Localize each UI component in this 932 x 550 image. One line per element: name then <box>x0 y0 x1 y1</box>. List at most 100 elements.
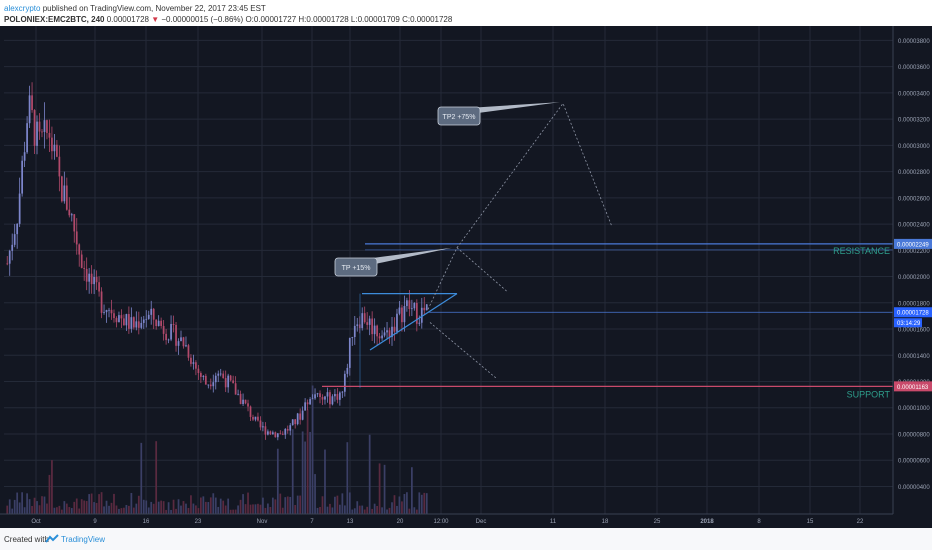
volume-bar <box>222 500 225 514</box>
volume-bar <box>93 502 95 514</box>
candle-body <box>289 425 292 431</box>
price-axis[interactable]: 0.00003800 0.00003600 0.00003400 0.00003200… <box>892 26 932 528</box>
candle-body <box>324 396 326 400</box>
volume-bar <box>358 505 361 514</box>
volume-bar <box>378 463 381 514</box>
volume-bar <box>406 492 408 514</box>
time-tick-label: 9 <box>93 519 97 525</box>
candle-body <box>269 431 272 435</box>
volume-bar <box>259 504 262 514</box>
candle-body <box>388 330 391 337</box>
volume-bar <box>418 492 421 514</box>
volume-bar <box>33 497 36 514</box>
candle-body <box>391 326 393 337</box>
resistance-price-label: 0.00002249 <box>897 242 929 248</box>
price-tick-label: 0.00001400 <box>898 354 930 360</box>
chart-area[interactable]: RESISTANCE SUPPORT TP +15% TP2 +75% 0.00003… <box>0 26 932 528</box>
volume-bar <box>177 499 180 514</box>
volume-bar <box>247 492 249 514</box>
volume-bar <box>115 505 118 514</box>
candle-body <box>108 309 110 311</box>
candle-body <box>351 337 354 338</box>
candle-body <box>135 321 138 328</box>
candle-body <box>353 325 356 338</box>
candle-body <box>413 302 416 309</box>
candle-body <box>70 214 73 216</box>
candle-body <box>167 339 170 341</box>
tradingview-brand[interactable]: TradingView <box>61 535 106 544</box>
volume-bar <box>413 507 416 514</box>
candle-body <box>113 313 115 319</box>
volume-bar <box>85 501 88 514</box>
volume-bar <box>371 508 374 514</box>
candle-body <box>110 309 113 314</box>
candle-body <box>36 121 38 146</box>
candle-body <box>301 410 304 420</box>
resistance-label: RESISTANCE <box>833 246 890 256</box>
candle-body <box>137 321 140 328</box>
chart-header: alexcrypto published on TradingView.com,… <box>0 0 932 26</box>
candle-body <box>73 214 76 232</box>
symbol-line: POLONIEX:EMC2BTC, 240 0.00001728 ▼ −0.00… <box>4 14 452 25</box>
volume-bar <box>373 503 376 514</box>
candle-body <box>58 156 61 177</box>
volume-bar <box>393 495 396 514</box>
candle-body <box>321 397 324 400</box>
volume-bar <box>381 507 383 514</box>
candle-body <box>132 317 135 328</box>
price-tick-label: 0.00002800 <box>898 170 930 176</box>
candle-body <box>128 314 130 329</box>
projection-path-tp2 <box>456 102 613 248</box>
time-axis[interactable]: Oct 9 16 23 Nov 7 13 20 12:00 Dec 11 18 25 2018 8 15 22 <box>0 513 893 525</box>
volume-bar <box>190 495 192 514</box>
candle-body <box>182 337 185 347</box>
candle-body <box>237 393 239 395</box>
volume-bar <box>386 509 388 514</box>
candle-body <box>103 312 105 313</box>
volume-bar <box>195 505 197 514</box>
volume-bar <box>132 507 135 514</box>
volume-bar <box>326 506 329 514</box>
volume-bar <box>180 505 182 514</box>
candle-body <box>172 324 175 325</box>
candle-body <box>195 362 197 369</box>
candle-body <box>157 320 160 327</box>
volume-bar <box>324 449 326 514</box>
author-link[interactable]: alexcrypto <box>4 4 41 13</box>
volume-bar <box>420 494 423 514</box>
price-tick-label: 0.00001800 <box>898 301 930 307</box>
volume-bar <box>271 497 274 514</box>
volume-bar <box>232 509 235 514</box>
volume-bar <box>58 505 61 514</box>
candle-body <box>371 318 374 335</box>
candle-body <box>267 431 269 435</box>
price-tick-label: 0.00000600 <box>898 459 930 465</box>
candle-body <box>420 307 423 323</box>
candle-body <box>100 291 103 313</box>
candle-body <box>60 176 63 202</box>
volume-bar <box>192 503 195 514</box>
tp2-callout-pointer <box>468 102 560 113</box>
tp2-callout-text: TP2 +75% <box>443 114 476 121</box>
candle-body <box>254 416 257 420</box>
volume-bar <box>70 508 73 514</box>
candle-body <box>177 341 180 346</box>
volume-bar <box>267 503 269 514</box>
candle-body <box>202 375 205 377</box>
volume-bar <box>314 474 316 514</box>
volume-bar <box>341 493 344 514</box>
candle-body <box>304 402 306 411</box>
candle-body <box>378 336 381 339</box>
volume-bar <box>105 500 108 514</box>
candle-body <box>314 394 316 399</box>
volume-bar <box>113 493 115 514</box>
volume-bar <box>125 504 128 514</box>
volume-bar <box>331 507 334 514</box>
volume-bar <box>48 474 51 514</box>
candle-body <box>316 393 319 395</box>
candle-body <box>185 345 187 347</box>
candle-body <box>234 383 237 395</box>
last-price-text: 0.00001728 <box>106 15 149 24</box>
price-chart[interactable]: RESISTANCE SUPPORT TP +15% TP2 +75% 0.00003… <box>0 26 932 528</box>
volume-bar <box>401 501 403 514</box>
